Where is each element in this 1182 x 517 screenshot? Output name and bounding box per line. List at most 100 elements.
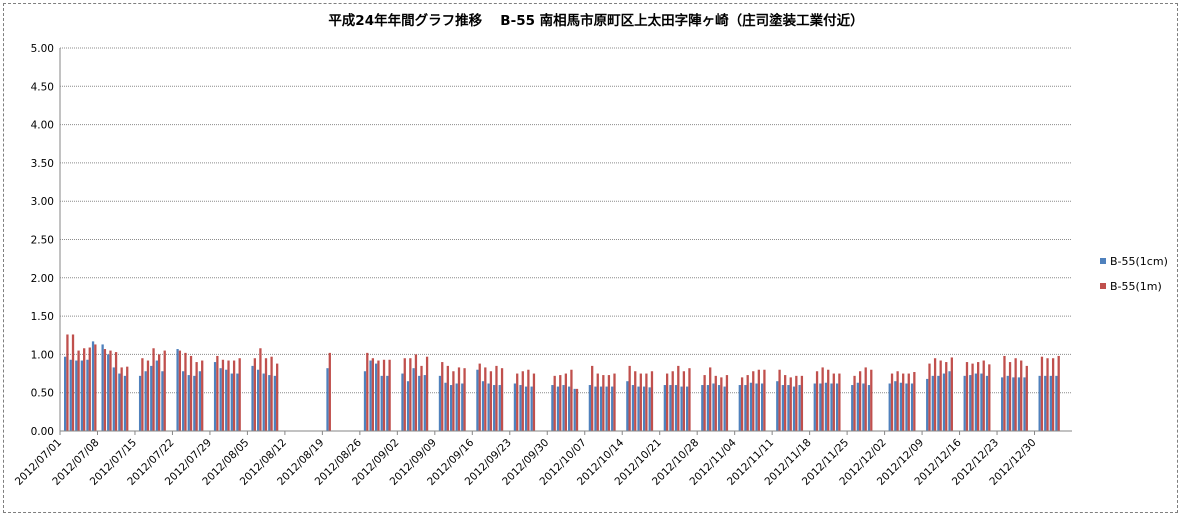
bar-b55-1cm <box>781 385 785 431</box>
bar-b55-1m <box>1051 358 1055 431</box>
bar-b55-1cm <box>744 385 747 431</box>
y-tick-label: 1.50 <box>31 311 54 323</box>
bar-b55-1m <box>516 373 519 431</box>
bar-b55-1m <box>1046 358 1049 431</box>
bar-b55-1m <box>1057 355 1060 431</box>
chart-title: 平成24年年間グラフ推移 B-55 南相馬市原町区上太田字陣ヶ崎（庄司塗装工業付… <box>328 12 863 29</box>
bar-b55-1m <box>858 371 862 431</box>
bar-b55-1m <box>489 371 493 431</box>
bar-b55-1cm <box>193 375 196 431</box>
bar-b55-1cm <box>150 365 153 431</box>
bar-b55-1cm <box>819 383 822 431</box>
bar-b55-1cm <box>187 375 190 431</box>
bar-b55-1cm <box>112 367 115 431</box>
bar-b55-1m <box>83 348 86 431</box>
bar-b55-1cm <box>406 381 410 431</box>
bar-b55-1cm <box>213 362 217 431</box>
bar-b55-1m <box>163 350 166 431</box>
bar-b55-1cm <box>236 373 239 431</box>
bar-b55-1m <box>907 373 910 431</box>
bar-b55-1cm <box>776 381 779 431</box>
bar-b55-1cm <box>91 341 95 431</box>
bar-b55-1m <box>628 365 631 431</box>
bar-b55-1m <box>201 360 204 431</box>
bar-b55-1cm <box>438 375 442 431</box>
bar-b55-1cm <box>910 383 914 431</box>
bar-b55-1cm <box>326 368 329 431</box>
bar-b55-1cm <box>363 371 367 431</box>
bar-b55-1m <box>714 375 717 431</box>
bar-b55-1m <box>945 362 948 431</box>
bar-b55-1m <box>189 355 193 431</box>
bar-b55-1m <box>425 356 429 431</box>
bar-b55-1m <box>982 360 985 431</box>
bar-b55-1cm <box>225 369 228 431</box>
bar-b55-1cm <box>138 375 142 431</box>
bar-b55-1cm <box>64 356 67 431</box>
bar-b55-1m <box>757 369 760 431</box>
bar-b55-1m <box>478 363 481 431</box>
bar-b55-1cm <box>974 373 978 431</box>
bar-b55-1cm <box>963 375 966 431</box>
bar-b55-1cm <box>1038 375 1041 431</box>
legend-label: B-55(1cm) <box>1110 255 1168 268</box>
bar-b55-1m <box>227 360 230 431</box>
bar-b55-1cm <box>712 383 715 431</box>
bar-b55-1cm <box>642 386 646 431</box>
bar-b55-1m <box>570 369 573 431</box>
bar-b55-1cm <box>251 365 254 431</box>
bar-b55-1m <box>157 354 161 431</box>
y-tick-label: 2.00 <box>31 273 54 285</box>
y-tick-label: 5.00 <box>31 43 54 55</box>
bar-b55-1cm <box>686 386 689 431</box>
bar-b55-1m <box>152 348 155 431</box>
bar-b55-1m <box>988 364 991 431</box>
bar-b55-1cm <box>1001 377 1004 431</box>
bar-b55-1m <box>457 367 461 431</box>
bar-b55-1m <box>66 334 69 431</box>
bar-b55-1m <box>521 371 524 431</box>
bar-b55-1cm <box>375 363 378 431</box>
bar-b55-1m <box>328 352 331 431</box>
bar-b55-1cm <box>851 385 854 431</box>
bar-b55-1m <box>532 373 536 431</box>
bar-b55-1cm <box>176 349 179 431</box>
bar-b55-1cm <box>588 385 592 431</box>
y-tick-label: 1.00 <box>31 349 54 361</box>
bar-b55-1m <box>763 369 766 431</box>
y-tick-label: 3.50 <box>31 158 54 170</box>
bar-b55-1m <box>527 369 530 431</box>
bar-b55-1m <box>613 373 616 431</box>
bar-b55-1m <box>709 367 712 431</box>
bar-b55-1cm <box>888 383 891 431</box>
bar-b55-1cm <box>161 371 164 431</box>
bar-b55-1cm <box>1055 375 1058 431</box>
bar-b55-1m <box>221 359 225 431</box>
bar-b55-1m <box>939 360 942 431</box>
bar-b55-1m <box>184 352 187 431</box>
bar-b55-1cm <box>380 375 383 431</box>
bar-b55-1cm <box>755 383 758 431</box>
bar-b55-1m <box>913 372 916 431</box>
bar-b55-1m <box>677 365 680 431</box>
bar-b55-1cm <box>980 373 983 431</box>
bar-b55-1cm <box>605 386 608 431</box>
bar-b55-1m <box>671 371 674 431</box>
bar-b55-1m <box>752 371 755 431</box>
bar-b55-1m <box>650 371 654 431</box>
bar-b55-1cm <box>1017 377 1021 431</box>
bar-b55-1m <box>446 365 449 431</box>
bar-b55-1m <box>1040 356 1044 431</box>
y-tick-label: 4.00 <box>31 120 54 132</box>
bar-b55-1cm <box>760 383 764 431</box>
bar-b55-1m <box>665 373 669 431</box>
bar-b55-1m <box>276 363 279 431</box>
bar-b55-1cm <box>155 360 158 431</box>
bar-b55-1cm <box>1044 375 1047 431</box>
gridlines <box>60 47 1072 394</box>
bar-b55-1m <box>1003 355 1006 431</box>
bar-b55-1cm <box>723 386 726 431</box>
bar-b55-1cm <box>749 382 753 431</box>
bar-b55-1cm <box>493 385 496 431</box>
bar-b55-1m <box>377 360 380 431</box>
